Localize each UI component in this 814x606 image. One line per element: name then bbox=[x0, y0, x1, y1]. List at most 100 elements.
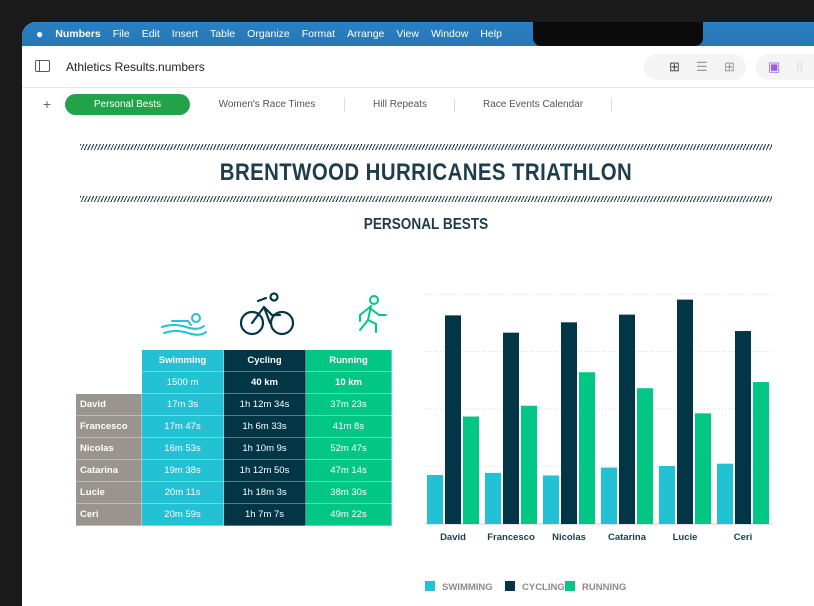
menu-arrange[interactable]: Arrange bbox=[347, 28, 385, 40]
time-cell[interactable]: 41m 8s bbox=[305, 415, 392, 438]
menu-view[interactable]: View bbox=[396, 28, 419, 40]
title-rule-bottom bbox=[80, 196, 772, 202]
menu-window[interactable]: Window bbox=[430, 28, 469, 40]
table-row: Nicolas 16m 53s 1h 10m 9s 52m 47s bbox=[75, 437, 392, 460]
bar-running[interactable] bbox=[579, 372, 595, 524]
menu-file[interactable]: File bbox=[112, 28, 130, 40]
personal-bests-table: Swimming Cycling Running 1500 m 40 km 10… bbox=[75, 349, 392, 526]
tab-divider bbox=[344, 98, 345, 112]
bar-cycling[interactable] bbox=[503, 332, 519, 524]
camera-notch bbox=[533, 22, 703, 46]
list-icon[interactable]: ☰ bbox=[696, 59, 708, 74]
menu-organize[interactable]: Organize bbox=[247, 28, 290, 40]
bar-swimming[interactable] bbox=[717, 463, 733, 524]
swimming-icon bbox=[161, 313, 207, 336]
bar-running[interactable] bbox=[521, 405, 537, 524]
time-cell[interactable]: 52m 47s bbox=[305, 437, 392, 460]
tab-personal-bests[interactable]: Personal Bests bbox=[65, 94, 190, 115]
time-cell[interactable]: 47m 14s bbox=[305, 459, 392, 482]
time-cell[interactable]: 1h 6m 33s bbox=[223, 415, 306, 438]
time-cell[interactable]: 20m 59s bbox=[141, 503, 224, 526]
bar-swimming[interactable] bbox=[601, 467, 617, 524]
time-cell[interactable]: 17m 47s bbox=[141, 415, 224, 438]
bar-running[interactable] bbox=[695, 413, 711, 524]
time-cell[interactable]: 16m 53s bbox=[141, 437, 224, 460]
bar-cycling[interactable] bbox=[619, 314, 635, 524]
time-cell[interactable]: 38m 30s bbox=[305, 481, 392, 504]
toolbar-group bbox=[644, 54, 746, 80]
grid-icon[interactable]: ⁞⁞ bbox=[796, 59, 804, 74]
sheet-subtitle: PERSONAL BESTS bbox=[363, 216, 489, 233]
legend-swatch bbox=[505, 581, 515, 591]
tab-race-events-calendar[interactable]: Race Events Calendar bbox=[482, 99, 584, 110]
legend-label: RUNNING bbox=[582, 582, 626, 593]
legend-label: CYCLING bbox=[522, 582, 565, 593]
table-row: Francesco 17m 47s 1h 6m 33s 41m 8s bbox=[75, 415, 392, 438]
screen: ● Numbers File Edit Insert Table Organiz… bbox=[22, 22, 814, 606]
menu-app[interactable]: Numbers bbox=[55, 28, 101, 40]
document-title: Athletics Results.numbers bbox=[66, 60, 205, 74]
bar-cycling[interactable] bbox=[735, 331, 751, 524]
image-playground-icon[interactable]: ▣ bbox=[768, 59, 781, 74]
time-cell[interactable]: 1h 7m 7s bbox=[223, 503, 306, 526]
menu-format[interactable]: Format bbox=[301, 28, 336, 40]
menu-help[interactable]: Help bbox=[480, 28, 502, 40]
bar-swimming[interactable] bbox=[427, 474, 443, 524]
tab-hill-repeats[interactable]: Hill Repeats bbox=[373, 99, 427, 110]
athlete-name[interactable]: Catarina bbox=[75, 459, 142, 482]
athlete-name[interactable]: David bbox=[75, 393, 142, 416]
time-cell[interactable]: 49m 22s bbox=[305, 503, 392, 526]
sheet-title: BRENTWOOD HURRICANES TRIATHLON bbox=[219, 159, 633, 186]
athlete-name[interactable]: Nicolas bbox=[75, 437, 142, 460]
bar-swimming[interactable] bbox=[543, 475, 559, 524]
category-label: David bbox=[440, 532, 466, 543]
bar-cycling[interactable] bbox=[561, 322, 577, 524]
legend-label: SWIMMING bbox=[442, 582, 493, 593]
tab-womens-race-times[interactable]: Women's Race Times bbox=[218, 99, 316, 110]
header-running[interactable]: Running bbox=[305, 349, 392, 372]
athlete-name[interactable]: Ceri bbox=[75, 503, 142, 526]
toolbar: Athletics Results.numbers ⊞ ☰ ⊞ ▣ ⁞⁞ bbox=[22, 46, 814, 88]
cycling-icon bbox=[239, 292, 295, 336]
bar-swimming[interactable] bbox=[659, 465, 675, 524]
time-cell[interactable]: 1h 10m 9s bbox=[223, 437, 306, 460]
distance-swimming[interactable]: 1500 m bbox=[141, 371, 224, 394]
time-cell[interactable]: 1h 12m 50s bbox=[223, 459, 306, 482]
bar-running[interactable] bbox=[637, 388, 653, 524]
title-rule-top bbox=[80, 144, 772, 150]
time-cell[interactable]: 1h 18m 3s bbox=[223, 481, 306, 504]
apple-icon[interactable]: ● bbox=[36, 27, 44, 41]
time-cell[interactable]: 17m 3s bbox=[141, 393, 224, 416]
menu-table[interactable]: Table bbox=[210, 28, 236, 40]
bar-swimming[interactable] bbox=[485, 472, 501, 524]
header-swimming[interactable]: Swimming bbox=[141, 349, 224, 372]
bar-cycling[interactable] bbox=[445, 315, 461, 524]
add-table-icon[interactable]: ⊞ bbox=[669, 59, 680, 74]
athlete-name[interactable]: Francesco bbox=[75, 415, 142, 438]
bar-cycling[interactable] bbox=[677, 299, 693, 524]
sidebar-toggle-icon[interactable] bbox=[35, 60, 50, 72]
tab-divider bbox=[611, 98, 612, 112]
table-format-icon[interactable]: ⊞ bbox=[724, 59, 735, 74]
category-label: Catarina bbox=[608, 532, 647, 543]
time-cell[interactable]: 37m 23s bbox=[305, 393, 392, 416]
sport-icons bbox=[161, 292, 387, 336]
header-cycling[interactable]: Cycling bbox=[223, 349, 306, 372]
category-label: Lucie bbox=[673, 532, 698, 543]
bar-running[interactable] bbox=[463, 416, 479, 524]
time-cell[interactable]: 19m 38s bbox=[141, 459, 224, 482]
menu-insert[interactable]: Insert bbox=[171, 28, 199, 40]
time-cell[interactable]: 1h 12m 34s bbox=[223, 393, 306, 416]
menu-edit[interactable]: Edit bbox=[141, 28, 160, 40]
toolbar-group-2 bbox=[756, 54, 814, 80]
category-label: Nicolas bbox=[552, 532, 586, 543]
add-sheet-button[interactable]: + bbox=[42, 96, 52, 112]
distance-running[interactable]: 10 km bbox=[305, 371, 392, 394]
athlete-name[interactable]: Lucie bbox=[75, 481, 142, 504]
legend-swatch bbox=[565, 581, 575, 591]
personal-bests-chart: David Francesco Nicolas Catarina Lucie Ceri SW… bbox=[425, 293, 773, 593]
time-cell[interactable]: 20m 11s bbox=[141, 481, 224, 504]
bar-running[interactable] bbox=[753, 382, 769, 524]
category-label: Ceri bbox=[734, 532, 752, 543]
distance-cycling[interactable]: 40 km bbox=[223, 371, 306, 394]
